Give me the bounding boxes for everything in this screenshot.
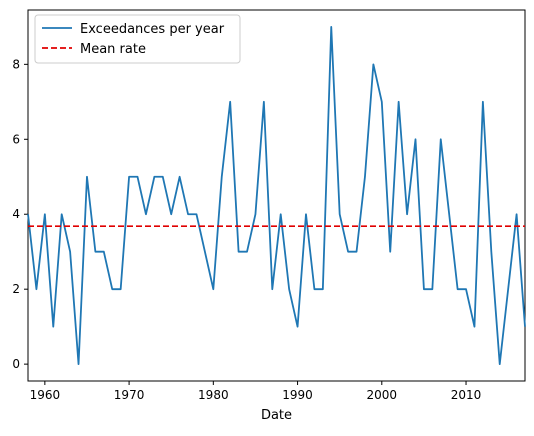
- series-layer: [27, 25, 526, 366]
- legend: Exceedances per year Mean rate: [34, 14, 241, 64]
- x-tick-label: 1990: [282, 388, 313, 402]
- legend-box: [34, 14, 241, 64]
- x-ticks: 1960 1970 1980 1990 2000 2010: [30, 381, 482, 402]
- x-tick-label: 1980: [198, 388, 229, 402]
- y-tick-label: 8: [12, 57, 20, 71]
- y-tick-label: 2: [12, 282, 20, 296]
- series-line-exceedances: [27, 25, 526, 366]
- x-tick-label: 1960: [30, 388, 61, 402]
- legend-label-exceedances: Exceedances per year: [80, 22, 225, 37]
- x-axis-label: Date: [261, 408, 292, 423]
- legend-label-mean-rate: Mean rate: [80, 42, 146, 57]
- y-ticks: 0 2 4 6 8: [12, 57, 28, 371]
- y-tick-label: 6: [12, 132, 20, 146]
- y-tick-label: 4: [12, 207, 20, 221]
- x-tick-label: 2000: [367, 388, 398, 402]
- y-tick-label: 0: [12, 357, 20, 371]
- x-tick-label: 1970: [114, 388, 145, 402]
- plot-frame: [27, 9, 526, 382]
- x-tick-label: 2010: [451, 388, 482, 402]
